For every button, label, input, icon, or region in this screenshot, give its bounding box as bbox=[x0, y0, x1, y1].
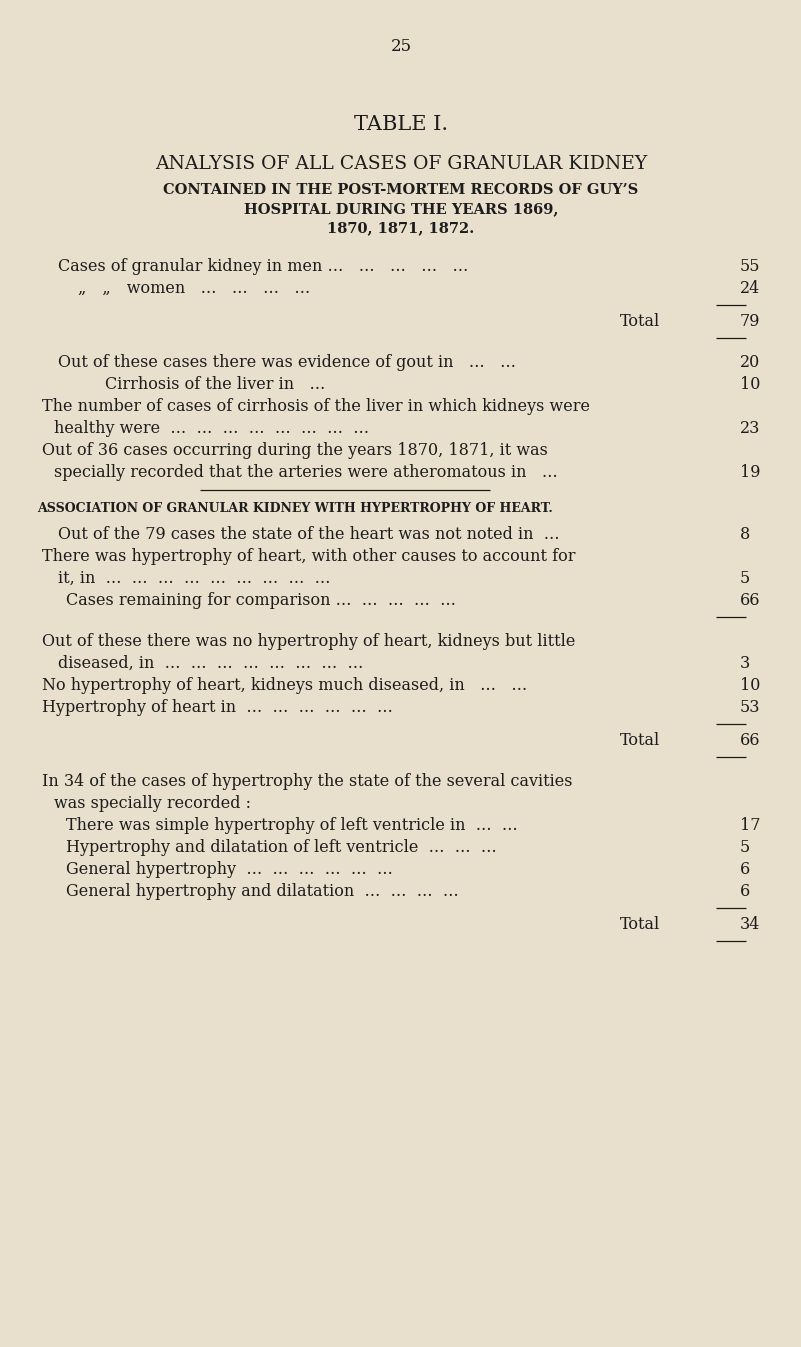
Text: Out of the 79 cases the state of the heart was not noted in  …: Out of the 79 cases the state of the hea… bbox=[58, 525, 560, 543]
Text: specially recorded that the arteries were atheromatous in   …: specially recorded that the arteries wer… bbox=[54, 463, 557, 481]
Text: 55: 55 bbox=[740, 259, 760, 275]
Text: 24: 24 bbox=[740, 280, 760, 296]
Text: 23: 23 bbox=[740, 420, 760, 436]
Text: No hypertrophy of heart, kidneys much diseased, in   …   …: No hypertrophy of heart, kidneys much di… bbox=[42, 678, 527, 694]
Text: 10: 10 bbox=[740, 376, 760, 393]
Text: Cases of granular kidney in men …   …   …   …   …: Cases of granular kidney in men … … … … … bbox=[58, 259, 469, 275]
Text: Out of 36 cases occurring during the years 1870, 1871, it was: Out of 36 cases occurring during the yea… bbox=[42, 442, 548, 459]
Text: 6: 6 bbox=[740, 861, 751, 878]
Text: There was simple hypertrophy of left ventricle in  …  …: There was simple hypertrophy of left ven… bbox=[66, 818, 517, 834]
Text: diseased, in  …  …  …  …  …  …  …  …: diseased, in … … … … … … … … bbox=[58, 655, 364, 672]
Text: 3: 3 bbox=[740, 655, 751, 672]
Text: 5: 5 bbox=[740, 839, 751, 855]
Text: 1870, 1871, 1872.: 1870, 1871, 1872. bbox=[328, 221, 475, 234]
Text: 5: 5 bbox=[740, 570, 751, 587]
Text: TABLE I.: TABLE I. bbox=[354, 114, 448, 133]
Text: Cirrhosis of the liver in   …: Cirrhosis of the liver in … bbox=[105, 376, 325, 393]
Text: healthy were  …  …  …  …  …  …  …  …: healthy were … … … … … … … … bbox=[54, 420, 369, 436]
Text: HOSPITAL DURING THE YEARS 1869,: HOSPITAL DURING THE YEARS 1869, bbox=[244, 202, 558, 216]
Text: it, in  …  …  …  …  …  …  …  …  …: it, in … … … … … … … … … bbox=[58, 570, 331, 587]
Text: „ „ women   …   …   …   …: „ „ women … … … … bbox=[78, 280, 310, 296]
Text: CONTAINED IN THE POST-MORTEM RECORDS OF GUY’S: CONTAINED IN THE POST-MORTEM RECORDS OF … bbox=[163, 183, 638, 197]
Text: Cases remaining for comparison …  …  …  …  …: Cases remaining for comparison … … … … … bbox=[66, 591, 456, 609]
Text: Out of these there was no hypertrophy of heart, kidneys but little: Out of these there was no hypertrophy of… bbox=[42, 633, 575, 651]
Text: 53: 53 bbox=[740, 699, 760, 717]
Text: 10: 10 bbox=[740, 678, 760, 694]
Text: Total: Total bbox=[620, 313, 660, 330]
Text: Hypertrophy and dilatation of left ventricle  …  …  …: Hypertrophy and dilatation of left ventr… bbox=[66, 839, 497, 855]
Text: 34: 34 bbox=[740, 916, 760, 933]
Text: 25: 25 bbox=[390, 38, 412, 55]
Text: General hypertrophy  …  …  …  …  …  …: General hypertrophy … … … … … … bbox=[66, 861, 392, 878]
Text: There was hypertrophy of heart, with other causes to account for: There was hypertrophy of heart, with oth… bbox=[42, 548, 575, 564]
Text: 17: 17 bbox=[740, 818, 760, 834]
Text: Total: Total bbox=[620, 916, 660, 933]
Text: 20: 20 bbox=[740, 354, 760, 370]
Text: was specially recorded :: was specially recorded : bbox=[54, 795, 251, 812]
Text: Hypertrophy of heart in  …  …  …  …  …  …: Hypertrophy of heart in … … … … … … bbox=[42, 699, 392, 717]
Text: 79: 79 bbox=[740, 313, 760, 330]
Text: The number of cases of cirrhosis of the liver in which kidneys were: The number of cases of cirrhosis of the … bbox=[42, 397, 590, 415]
Text: 19: 19 bbox=[740, 463, 760, 481]
Text: Total: Total bbox=[620, 731, 660, 749]
Text: In 34 of the cases of hypertrophy the state of the several cavities: In 34 of the cases of hypertrophy the st… bbox=[42, 773, 573, 789]
Text: ANALYSIS OF ALL CASES OF GRANULAR KIDNEY: ANALYSIS OF ALL CASES OF GRANULAR KIDNEY bbox=[155, 155, 647, 172]
Text: General hypertrophy and dilatation  …  …  …  …: General hypertrophy and dilatation … … …… bbox=[66, 884, 459, 900]
Text: Out of these cases there was evidence of gout in   …   …: Out of these cases there was evidence of… bbox=[58, 354, 517, 370]
Text: 8: 8 bbox=[740, 525, 751, 543]
Text: 66: 66 bbox=[740, 731, 760, 749]
Text: 6: 6 bbox=[740, 884, 751, 900]
Text: 66: 66 bbox=[740, 591, 760, 609]
Text: ASSOCIATION OF GRANULAR KIDNEY WITH HYPERTROPHY OF HEART.: ASSOCIATION OF GRANULAR KIDNEY WITH HYPE… bbox=[37, 502, 553, 515]
